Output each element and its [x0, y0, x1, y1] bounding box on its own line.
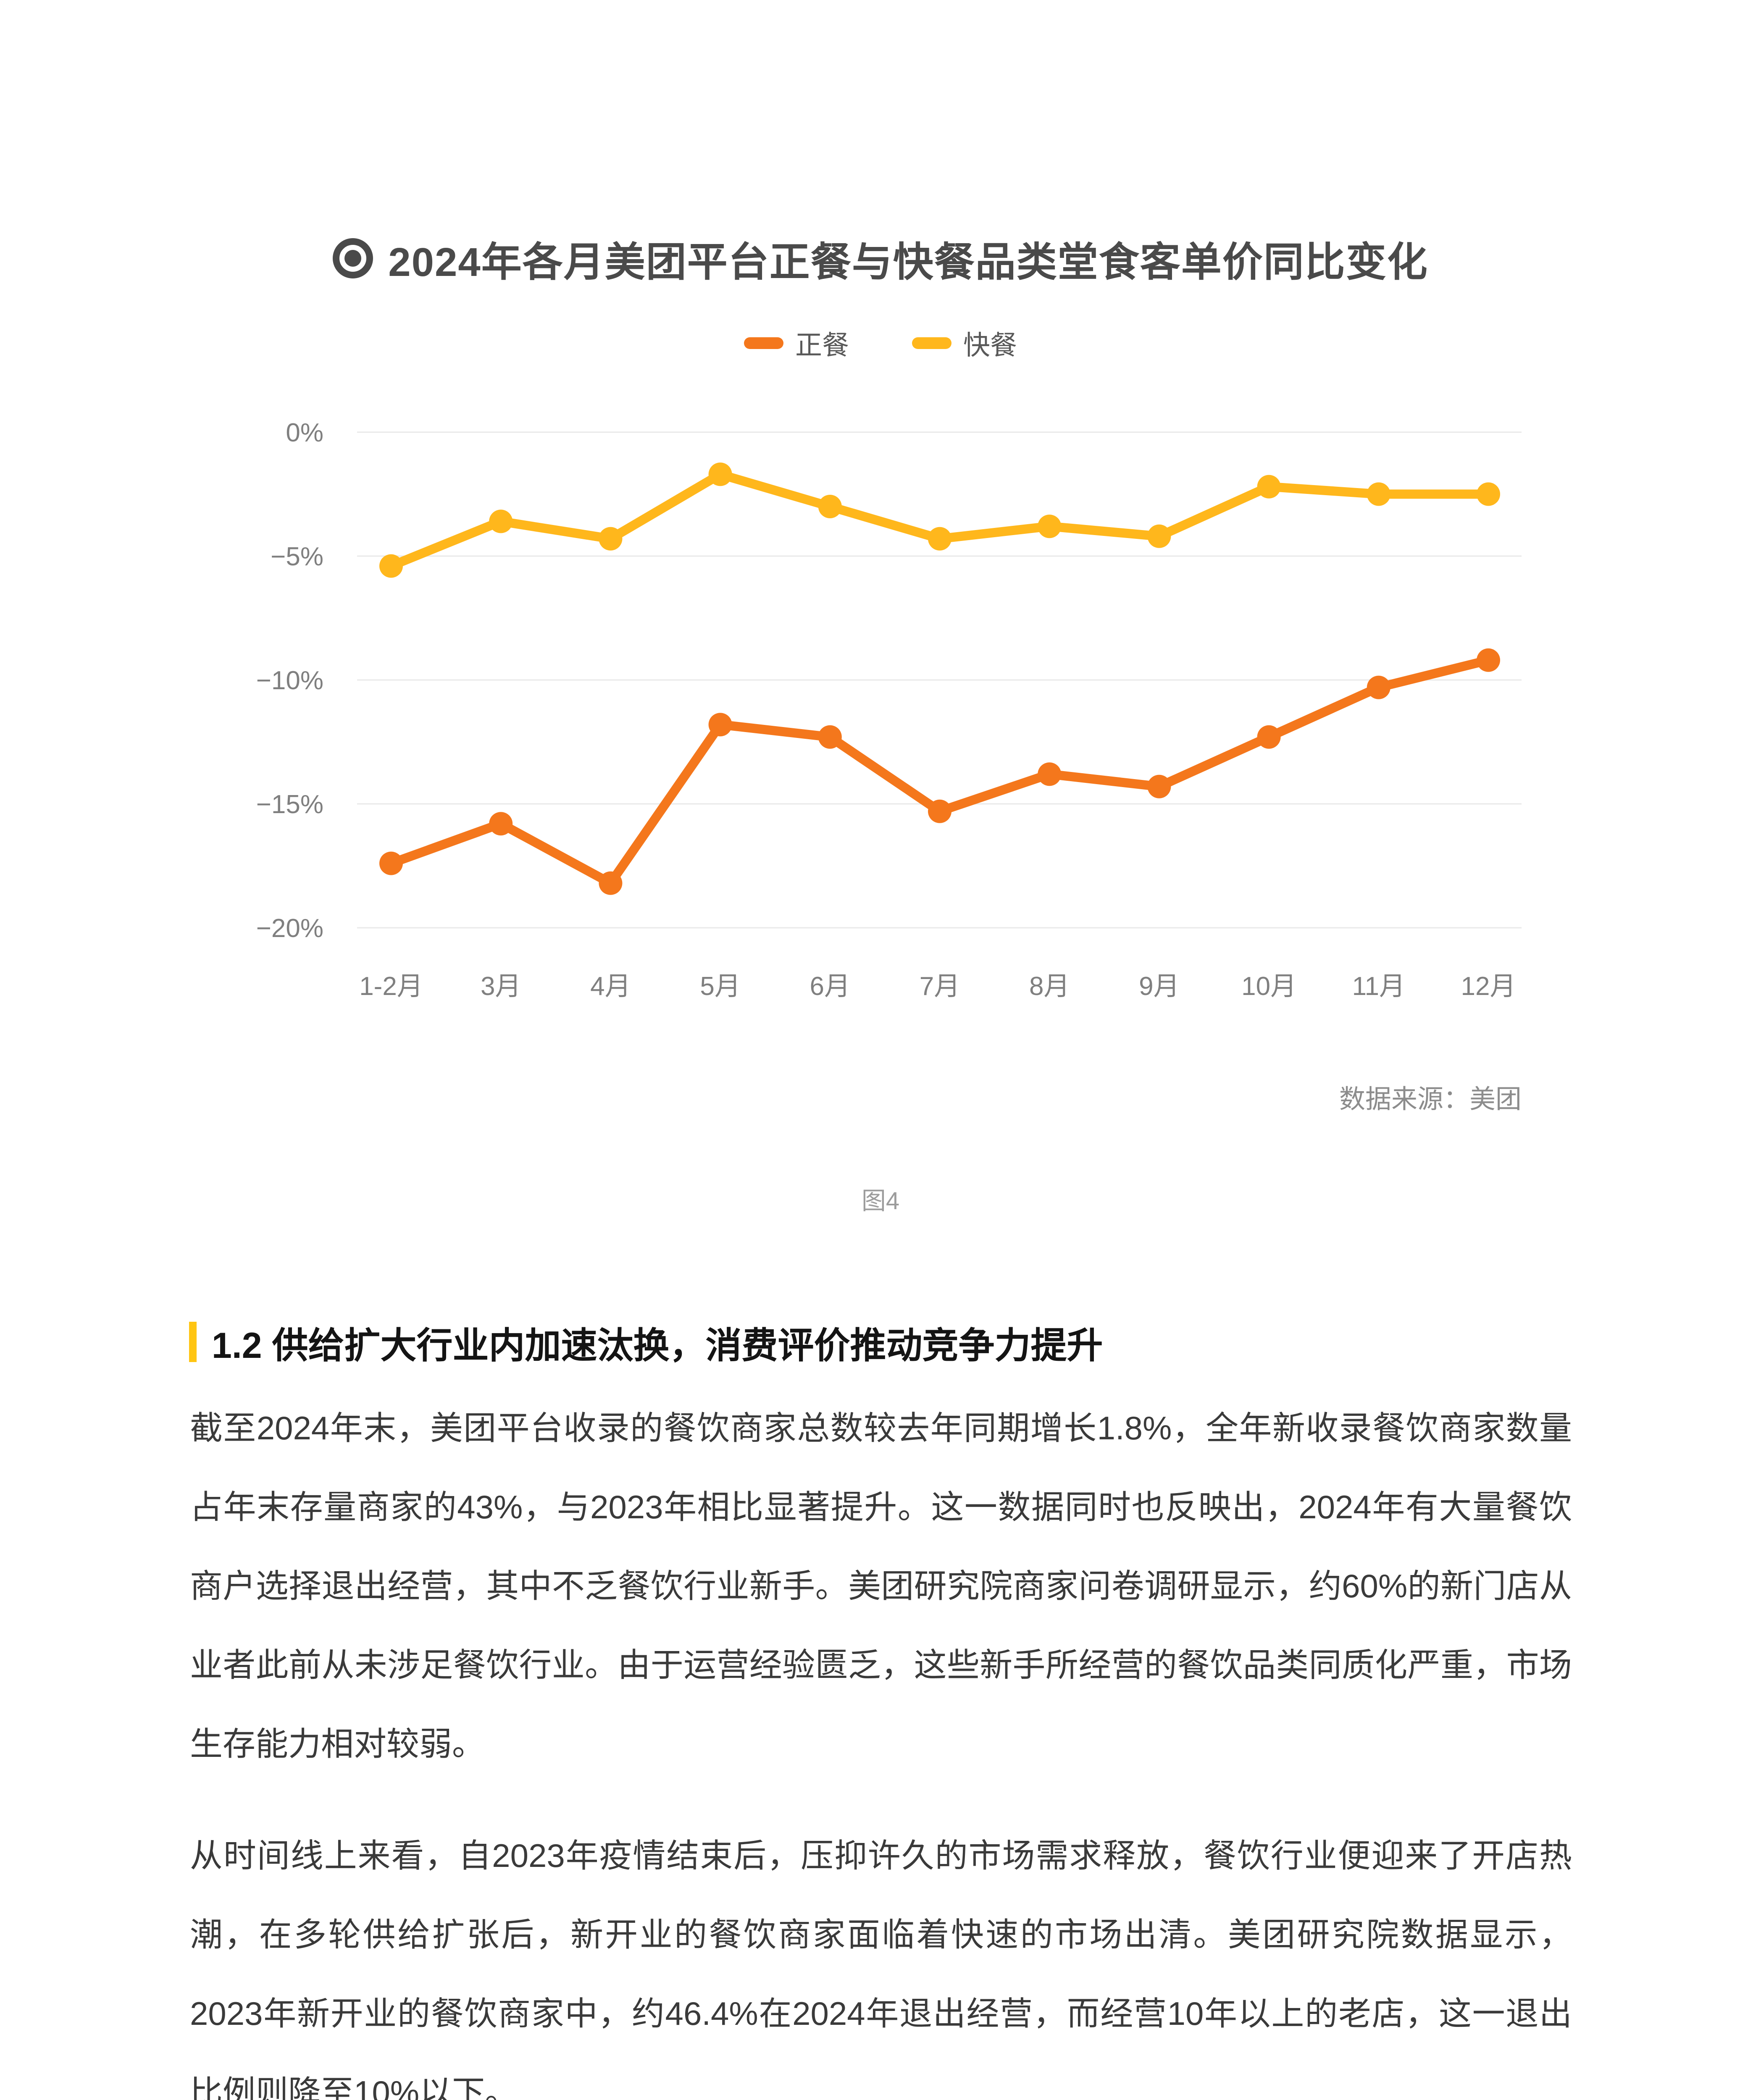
body-paragraph-2: 从时间线上来看，自2023年疫情结束后，压抑许久的市场需求释放，餐饮行业便迎来了…	[190, 1837, 1572, 2100]
line-chart: 0% −5% −10% −15% −20% 1-2月 3月 4月 5月 6月 7月 8月 9月 10月 11…	[168, 357, 1596, 1029]
bullseye-dot	[344, 250, 362, 267]
section-heading-row: 1.2 供给扩大行业内加速汰换，消费评价推动竞争力提升	[189, 1319, 1575, 1366]
svg-text:10月: 10月	[1241, 972, 1296, 1001]
bullseye-icon	[333, 238, 373, 278]
svg-text:−10%: −10%	[256, 666, 323, 695]
svg-text:0%: 0%	[286, 418, 323, 447]
heading-accent-bar	[189, 1322, 197, 1362]
svg-text:12月: 12月	[1461, 972, 1516, 1001]
chart-title-row: 2024年各月美团平台正餐与快餐品类堂食客单价同比变化	[0, 229, 1761, 288]
legend-swatch-zhengcan	[744, 337, 783, 349]
body-text-block: 截至2024年末，美团平台收录的餐饮商家总数较去年同期增长1.8%，全年新收录餐…	[190, 1389, 1572, 2100]
svg-text:8月: 8月	[1029, 972, 1070, 1001]
svg-text:3月: 3月	[481, 972, 521, 1001]
svg-text:−5%: −5%	[271, 542, 323, 571]
legend-label-kuaican: 快餐	[963, 330, 1017, 360]
svg-text:6月: 6月	[810, 972, 850, 1001]
svg-text:11月: 11月	[1352, 972, 1405, 1001]
svg-text:−20%: −20%	[256, 914, 323, 943]
legend-swatch-kuaican	[912, 337, 951, 349]
line-chart-svg: 0% −5% −10% −15% −20% 1-2月 3月 4月 5月 6月 7月 8月 9月 10月 11…	[256, 418, 1522, 1001]
body-paragraph-1: 截至2024年末，美团平台收录的餐饮商家总数较去年同期增长1.8%，全年新收录餐…	[190, 1410, 1572, 1762]
svg-text:9月: 9月	[1139, 972, 1179, 1001]
svg-text:5月: 5月	[700, 972, 740, 1001]
chart-title: 2024年各月美团平台正餐与快餐品类堂食客单价同比变化	[388, 239, 1428, 285]
svg-text:−15%: −15%	[256, 790, 323, 819]
legend-item-zhengcan: 正餐	[744, 324, 849, 362]
legend-item-kuaican: 快餐	[912, 324, 1017, 362]
legend-label-zhengcan: 正餐	[795, 330, 849, 360]
chart-legend: 正餐 快餐	[0, 324, 1761, 362]
svg-text:7月: 7月	[920, 972, 960, 1001]
section-heading: 1.2 供给扩大行业内加速汰换，消费评价推动竞争力提升	[212, 1325, 1103, 1366]
figure-caption: 图4	[861, 1187, 900, 1215]
svg-text:4月: 4月	[590, 972, 631, 1001]
data-source-note: 数据来源：美团	[1339, 1085, 1522, 1114]
svg-text:1-2月: 1-2月	[359, 972, 423, 1001]
